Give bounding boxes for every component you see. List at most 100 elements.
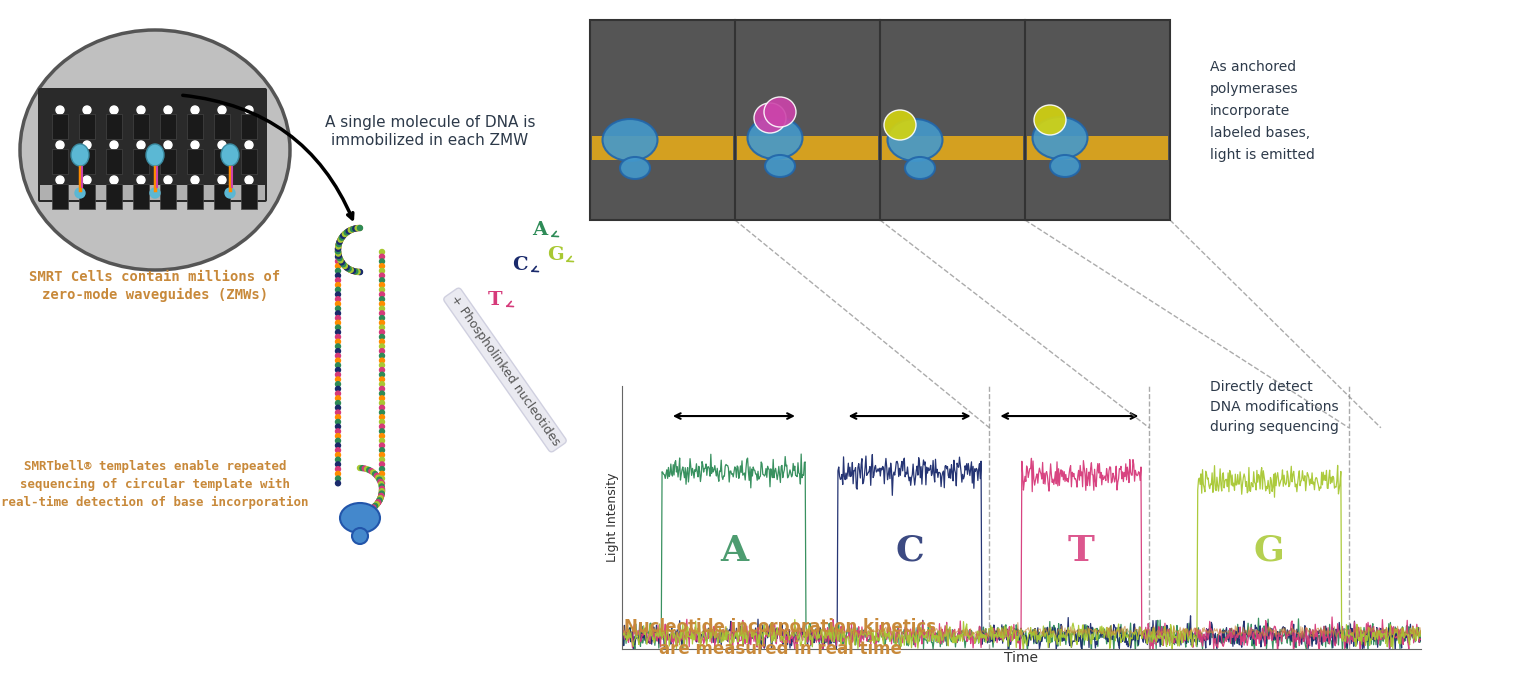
- Circle shape: [246, 141, 253, 149]
- Circle shape: [335, 453, 341, 457]
- Circle shape: [379, 429, 384, 434]
- Circle shape: [358, 226, 362, 230]
- Circle shape: [358, 270, 362, 275]
- Circle shape: [335, 471, 341, 476]
- Circle shape: [350, 226, 355, 232]
- Circle shape: [373, 471, 378, 477]
- Circle shape: [335, 348, 341, 353]
- Circle shape: [376, 500, 381, 504]
- Circle shape: [370, 505, 376, 510]
- Circle shape: [336, 251, 341, 256]
- Circle shape: [336, 254, 341, 259]
- Circle shape: [369, 469, 373, 473]
- Circle shape: [379, 433, 384, 439]
- Circle shape: [346, 228, 352, 234]
- Circle shape: [55, 176, 65, 184]
- Circle shape: [335, 372, 341, 377]
- Circle shape: [367, 507, 372, 513]
- Circle shape: [378, 494, 384, 500]
- Circle shape: [164, 106, 172, 114]
- FancyBboxPatch shape: [160, 184, 177, 209]
- Circle shape: [359, 509, 364, 515]
- Circle shape: [341, 263, 347, 268]
- FancyBboxPatch shape: [106, 184, 121, 209]
- Circle shape: [341, 262, 346, 267]
- Circle shape: [218, 106, 226, 114]
- Circle shape: [376, 500, 381, 505]
- Circle shape: [336, 253, 341, 258]
- Circle shape: [355, 269, 359, 275]
- Circle shape: [349, 228, 353, 233]
- FancyBboxPatch shape: [160, 149, 177, 174]
- Text: G: G: [547, 246, 564, 264]
- Circle shape: [336, 253, 341, 257]
- Circle shape: [335, 297, 341, 302]
- Circle shape: [379, 491, 384, 496]
- Circle shape: [335, 259, 341, 264]
- Circle shape: [338, 258, 343, 263]
- Circle shape: [336, 244, 341, 248]
- Circle shape: [379, 330, 384, 335]
- Circle shape: [379, 320, 384, 325]
- Circle shape: [353, 226, 358, 231]
- Circle shape: [379, 325, 384, 330]
- Circle shape: [376, 475, 381, 480]
- Circle shape: [379, 348, 384, 353]
- Circle shape: [352, 268, 356, 274]
- Circle shape: [335, 377, 341, 382]
- Circle shape: [335, 382, 341, 386]
- Circle shape: [379, 396, 384, 401]
- Ellipse shape: [20, 30, 290, 270]
- Circle shape: [218, 176, 226, 184]
- Circle shape: [369, 506, 373, 512]
- Circle shape: [379, 273, 384, 278]
- FancyBboxPatch shape: [134, 149, 149, 174]
- Text: G: G: [1253, 533, 1284, 568]
- FancyBboxPatch shape: [106, 149, 121, 174]
- Circle shape: [372, 504, 378, 509]
- Circle shape: [379, 254, 384, 259]
- Text: Directly detect: Directly detect: [1210, 380, 1313, 394]
- Circle shape: [372, 504, 376, 510]
- Circle shape: [369, 506, 373, 511]
- Text: SMRT Cells contain millions of: SMRT Cells contain millions of: [29, 270, 281, 284]
- Circle shape: [379, 488, 384, 493]
- Circle shape: [379, 335, 384, 339]
- Circle shape: [379, 424, 384, 429]
- Circle shape: [339, 260, 344, 265]
- FancyBboxPatch shape: [52, 114, 68, 139]
- Ellipse shape: [339, 503, 379, 533]
- Text: light is emitted: light is emitted: [1210, 148, 1315, 162]
- Text: during sequencing: during sequencing: [1210, 420, 1339, 434]
- Circle shape: [362, 509, 369, 514]
- Circle shape: [364, 466, 370, 472]
- Text: real-time detection of base incorporation: real-time detection of base incorporatio…: [2, 496, 309, 509]
- Circle shape: [75, 188, 84, 198]
- Circle shape: [335, 247, 341, 252]
- Circle shape: [379, 306, 384, 311]
- FancyBboxPatch shape: [160, 114, 177, 139]
- Text: T: T: [488, 291, 502, 309]
- Circle shape: [379, 420, 384, 424]
- Circle shape: [335, 248, 341, 253]
- Circle shape: [55, 106, 65, 114]
- Circle shape: [379, 462, 384, 467]
- Circle shape: [335, 246, 341, 251]
- Circle shape: [376, 497, 382, 502]
- Circle shape: [379, 400, 384, 406]
- Circle shape: [349, 228, 353, 233]
- Circle shape: [336, 244, 341, 250]
- Circle shape: [352, 226, 356, 231]
- Circle shape: [246, 176, 253, 184]
- Ellipse shape: [765, 155, 796, 177]
- Circle shape: [379, 489, 384, 493]
- Circle shape: [373, 503, 378, 508]
- Circle shape: [359, 466, 366, 471]
- Circle shape: [335, 405, 341, 411]
- FancyBboxPatch shape: [591, 136, 733, 160]
- Circle shape: [366, 508, 370, 513]
- Circle shape: [335, 278, 341, 283]
- Text: C: C: [511, 256, 528, 274]
- Circle shape: [356, 270, 361, 275]
- Ellipse shape: [1034, 105, 1066, 135]
